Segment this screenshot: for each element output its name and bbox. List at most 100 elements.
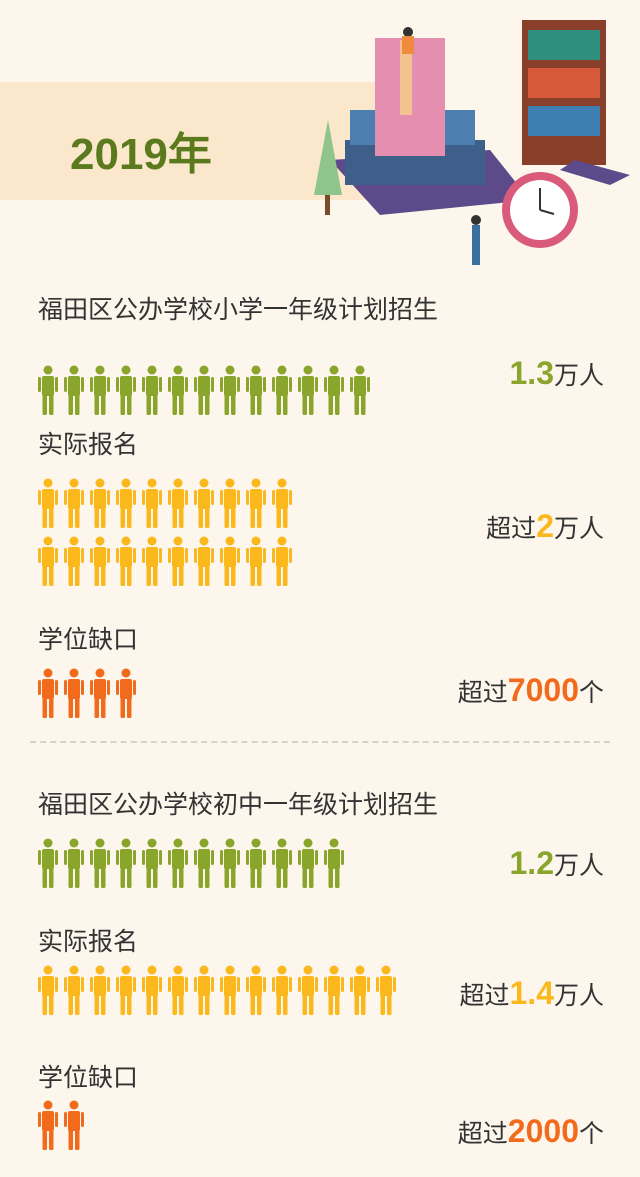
person-icon [194, 965, 214, 1015]
person-icon [90, 536, 110, 586]
applied-value: 超过1.4万人 [459, 975, 604, 1012]
person-icon [246, 965, 266, 1015]
gap-pictogram-row [38, 1100, 84, 1150]
applied-pictogram-row [38, 536, 292, 586]
person-icon [324, 838, 344, 888]
person-icon [220, 478, 240, 528]
person-icon [142, 965, 162, 1015]
gap-value: 超过2000个 [458, 1113, 604, 1150]
person-icon [116, 365, 136, 415]
person-icon [64, 965, 84, 1015]
person-icon [194, 478, 214, 528]
gap-value: 超过7000个 [458, 672, 604, 709]
person-icon [90, 365, 110, 415]
person-icon [142, 478, 162, 528]
planned-label: 福田区公办学校初中一年级计划招生 [38, 790, 439, 819]
person-icon [90, 838, 110, 888]
value-number: 7000 [507, 672, 579, 708]
person-icon [298, 838, 318, 888]
person-icon [246, 536, 266, 586]
person-icon [38, 1100, 58, 1150]
person-icon [324, 365, 344, 415]
person-icon [272, 365, 292, 415]
value-number: 2 [536, 508, 554, 544]
applied-pictogram-row [38, 965, 396, 1015]
person-icon [246, 478, 266, 528]
person-icon [142, 365, 162, 415]
planned-label: 福田区公办学校小学一年级计划招生 [38, 295, 439, 324]
person-icon [194, 365, 214, 415]
value-unit: 个 [578, 678, 604, 707]
person-icon [220, 965, 240, 1015]
value-unit: 个 [578, 1119, 604, 1148]
person-icon [90, 965, 110, 1015]
gap-label: 学位缺口 [38, 1063, 139, 1092]
person-icon [64, 838, 84, 888]
person-icon [220, 838, 240, 888]
person-icon [350, 365, 370, 415]
person-icon [194, 536, 214, 586]
value-unit: 万人 [553, 514, 604, 543]
person-icon [116, 536, 136, 586]
person-icon [38, 838, 58, 888]
person-icon [64, 668, 84, 718]
person-icon [272, 838, 292, 888]
person-icon [38, 478, 58, 528]
person-icon [168, 536, 188, 586]
section-divider [30, 741, 610, 743]
applied-value: 超过2万人 [486, 508, 604, 545]
gap-label: 学位缺口 [38, 625, 139, 654]
gap-pictogram-row [38, 668, 136, 718]
year-title: 2019年 [70, 130, 212, 179]
planned-pictogram-row [38, 365, 370, 415]
person-icon [168, 965, 188, 1015]
person-icon [220, 365, 240, 415]
person-icon [168, 838, 188, 888]
person-icon [272, 536, 292, 586]
person-icon [38, 965, 58, 1015]
person-icon [168, 478, 188, 528]
person-icon [38, 365, 58, 415]
value-unit: 万人 [553, 851, 604, 880]
value-prefix: 超过 [459, 981, 510, 1010]
person-icon [116, 478, 136, 528]
person-icon [116, 965, 136, 1015]
person-icon [64, 478, 84, 528]
library-illustration [314, 20, 630, 265]
person-icon [116, 838, 136, 888]
value-prefix: 超过 [457, 678, 508, 707]
person-icon [298, 965, 318, 1015]
applied-pictogram-row [38, 478, 292, 528]
person-icon [220, 536, 240, 586]
person-icon [64, 536, 84, 586]
planned-value: 1.2万人 [510, 845, 605, 882]
person-icon [298, 365, 318, 415]
person-icon [142, 536, 162, 586]
person-icon [194, 838, 214, 888]
person-icon [272, 965, 292, 1015]
applied-label: 实际报名 [38, 430, 139, 459]
person-icon [350, 965, 370, 1015]
person-icon [272, 478, 292, 528]
value-number: 1.4 [509, 975, 554, 1011]
value-unit: 万人 [553, 361, 604, 390]
value-prefix: 超过 [457, 1119, 508, 1148]
person-icon [116, 668, 136, 718]
applied-label: 实际报名 [38, 927, 139, 956]
value-number: 2000 [507, 1113, 579, 1149]
value-number: 1.2 [509, 845, 554, 881]
value-number: 1.3 [509, 355, 554, 391]
person-icon [376, 965, 396, 1015]
person-icon [64, 1100, 84, 1150]
person-icon [246, 365, 266, 415]
value-prefix: 超过 [486, 514, 537, 543]
person-icon [38, 668, 58, 718]
value-unit: 万人 [553, 981, 604, 1010]
person-icon [246, 838, 266, 888]
person-icon [168, 365, 188, 415]
planned-pictogram-row [38, 838, 344, 888]
person-icon [64, 365, 84, 415]
planned-value: 1.3万人 [510, 355, 605, 392]
person-icon [38, 536, 58, 586]
person-icon [90, 478, 110, 528]
